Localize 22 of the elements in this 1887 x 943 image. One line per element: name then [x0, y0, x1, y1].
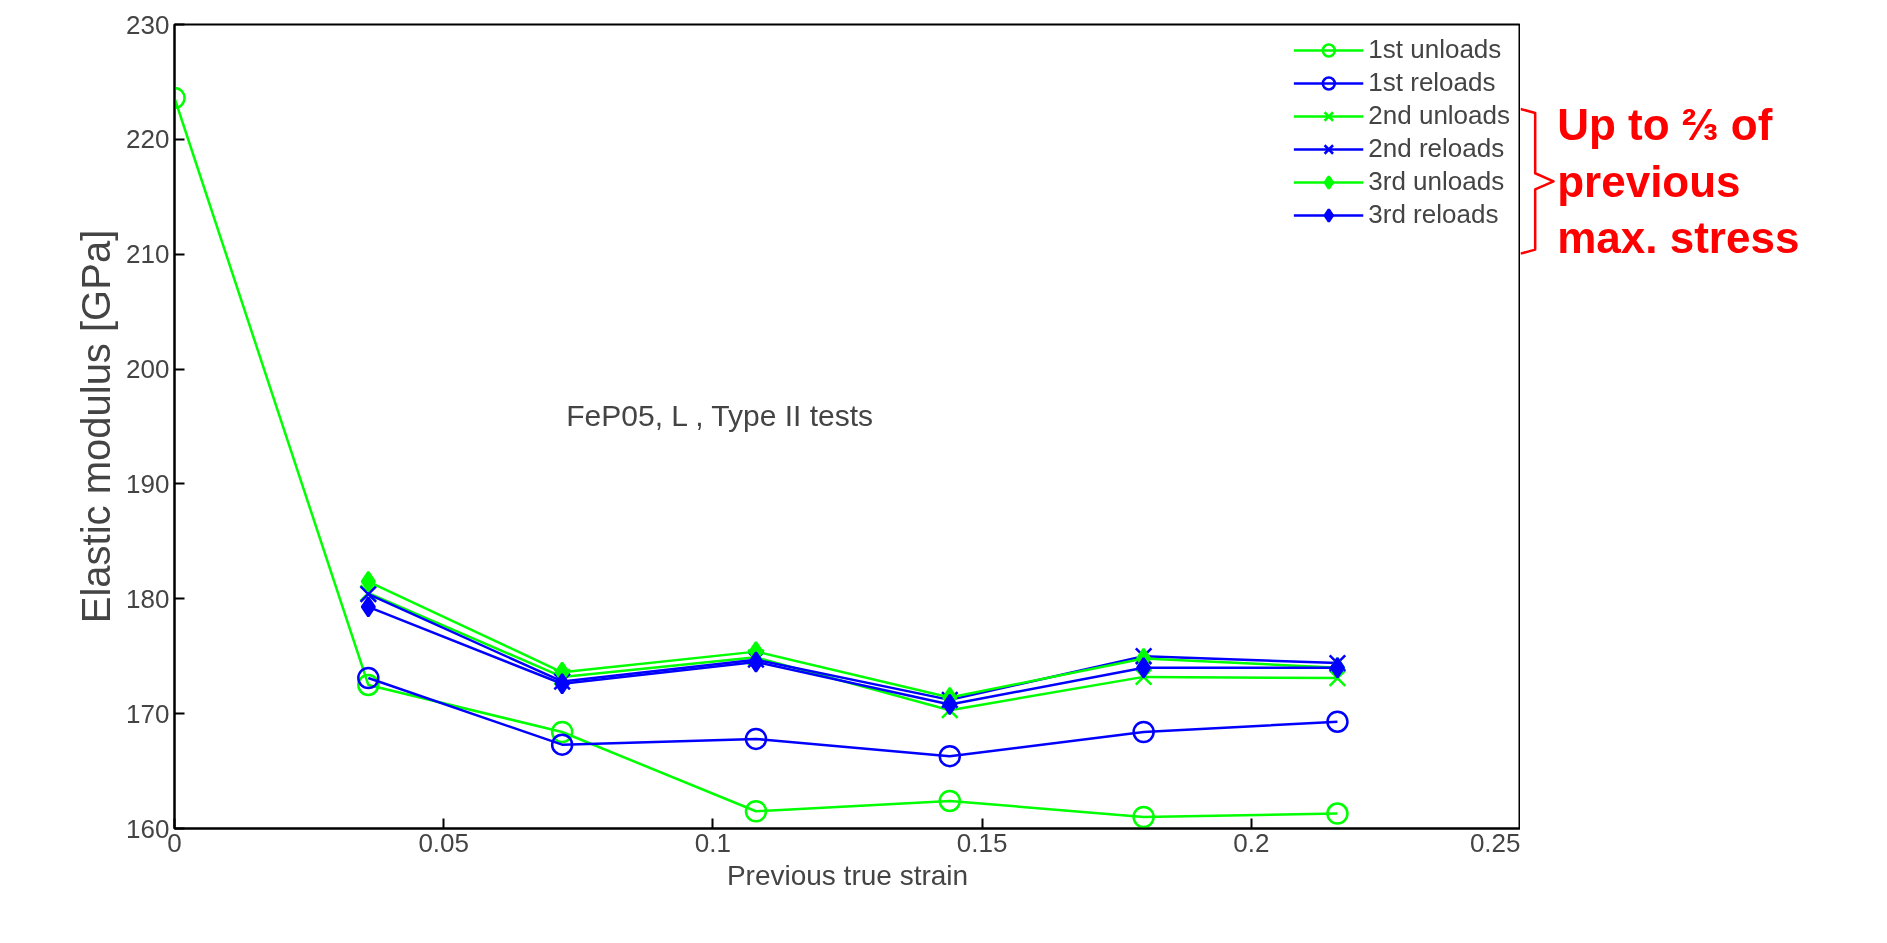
text: Up to ⅔ of previous max. stress — [1557, 100, 1800, 263]
y-tick-label: 230 — [126, 9, 170, 40]
x-tick-label: 0.2 — [1233, 827, 1270, 858]
x-axis-title: Previous true strain — [726, 859, 969, 891]
legend-label: 1st unloads — [1368, 34, 1502, 65]
x-tick-label: 0.05 — [418, 827, 470, 858]
y-tick-label: 190 — [126, 468, 170, 499]
y-tick-label: 200 — [126, 354, 170, 385]
y-tick-label: 170 — [126, 698, 170, 729]
annotation: FeP05, L , Type II tests — [566, 399, 874, 432]
legend-label: 1st reloads — [1368, 67, 1496, 98]
x-tick-label: 0.15 — [956, 827, 1008, 858]
y-tick-label: 210 — [126, 239, 170, 270]
y-axis-title: Elastic modulus [GPa] — [74, 229, 119, 624]
y-tick-label: 180 — [126, 583, 170, 614]
y-tick-label: 220 — [126, 124, 170, 155]
legend-label: 2nd unloads — [1368, 100, 1510, 131]
x-tick-label: 0.1 — [694, 827, 731, 858]
legend-label: 3rd reloads — [1368, 199, 1499, 230]
x-tick-label: 0.25 — [1469, 827, 1521, 858]
legend-label: 3rd unloads — [1368, 166, 1505, 197]
legend-label: 2nd reloads — [1368, 133, 1505, 164]
